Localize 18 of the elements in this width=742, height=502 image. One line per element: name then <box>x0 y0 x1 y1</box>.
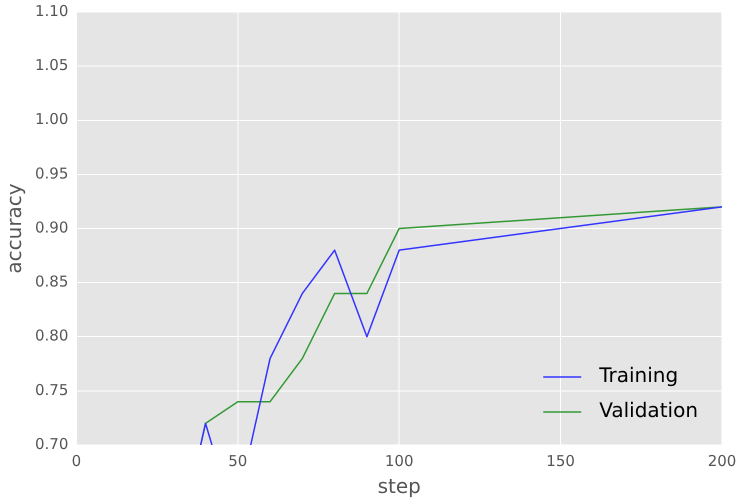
y-tick-label: 0.85 <box>34 272 68 291</box>
y-axis-title: accuracy <box>2 183 26 274</box>
y-tick-label: 0.90 <box>34 218 68 236</box>
x-axis-title: step <box>378 474 421 498</box>
x-tick-label: 200 <box>708 452 736 470</box>
y-tick-label: 0.70 <box>34 434 68 453</box>
x-tick-label: 50 <box>228 452 248 470</box>
legend-label: Training <box>598 363 678 388</box>
x-tick-label: 100 <box>384 452 414 470</box>
y-tick-label: 0.75 <box>34 380 68 399</box>
y-tick-label: 0.95 <box>34 164 68 182</box>
y-tick-label: 0.80 <box>34 326 68 345</box>
y-tick-label: 1.00 <box>34 110 68 128</box>
y-tick-label: 1.05 <box>34 56 68 74</box>
x-tick-label: 150 <box>546 452 575 470</box>
y-tick-label: 1.10 <box>34 2 68 20</box>
x-tick-label: 0 <box>72 452 82 470</box>
legend-label: Validation <box>599 398 698 422</box>
